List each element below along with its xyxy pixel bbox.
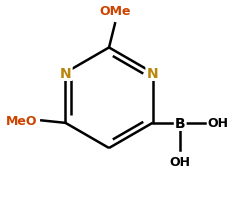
Text: B: B <box>175 116 186 130</box>
Text: OMe: OMe <box>99 5 131 18</box>
Text: N: N <box>60 66 71 80</box>
Text: N: N <box>147 66 158 80</box>
Text: OH: OH <box>207 117 228 130</box>
Text: MeO: MeO <box>6 114 37 127</box>
Text: OH: OH <box>170 155 191 168</box>
